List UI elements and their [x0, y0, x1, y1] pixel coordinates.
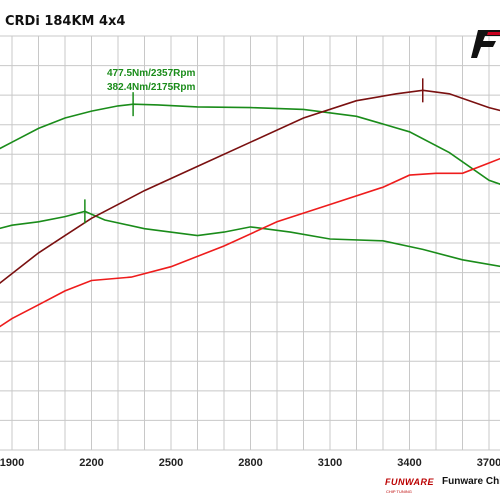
x-tick-label: 2800 [238, 457, 262, 469]
brand-logo-icon [471, 30, 500, 58]
x-tick-label: 2200 [79, 457, 103, 469]
x-tick-label: 2500 [159, 457, 183, 469]
series-line-3 [0, 89, 500, 285]
footer-brand-text: Funware Chip [442, 476, 500, 487]
x-tick-label: 1900 [0, 457, 24, 469]
footer-brand-subtitle: CHIP TUNING [386, 489, 412, 494]
footer-brand-logo: FUNWARE [385, 477, 434, 487]
chart-markers-group [84, 78, 424, 224]
peak-annotation-2: 382.4Nm/2175Rpm [107, 82, 195, 93]
chart-title: CRDi 184KM 4x4 [5, 14, 126, 29]
x-axis-tick-labels: 1900 2200 2500 2800 3100 3400 3700 [0, 457, 500, 469]
x-tick-label: 3400 [397, 457, 421, 469]
series-line-4 [0, 157, 500, 328]
chart-series-group [0, 89, 500, 328]
x-tick-label: 3700 [477, 457, 500, 469]
peak-annotation-1: 477.5Nm/2357Rpm [107, 68, 195, 79]
series-line-1 [0, 103, 500, 185]
x-tick-label: 3100 [318, 457, 342, 469]
chart-annotations-group: 477.5Nm/2357Rpm 382.4Nm/2175Rpm [107, 68, 195, 93]
series-line-2 [0, 210, 500, 268]
chart-grid [0, 35, 500, 451]
